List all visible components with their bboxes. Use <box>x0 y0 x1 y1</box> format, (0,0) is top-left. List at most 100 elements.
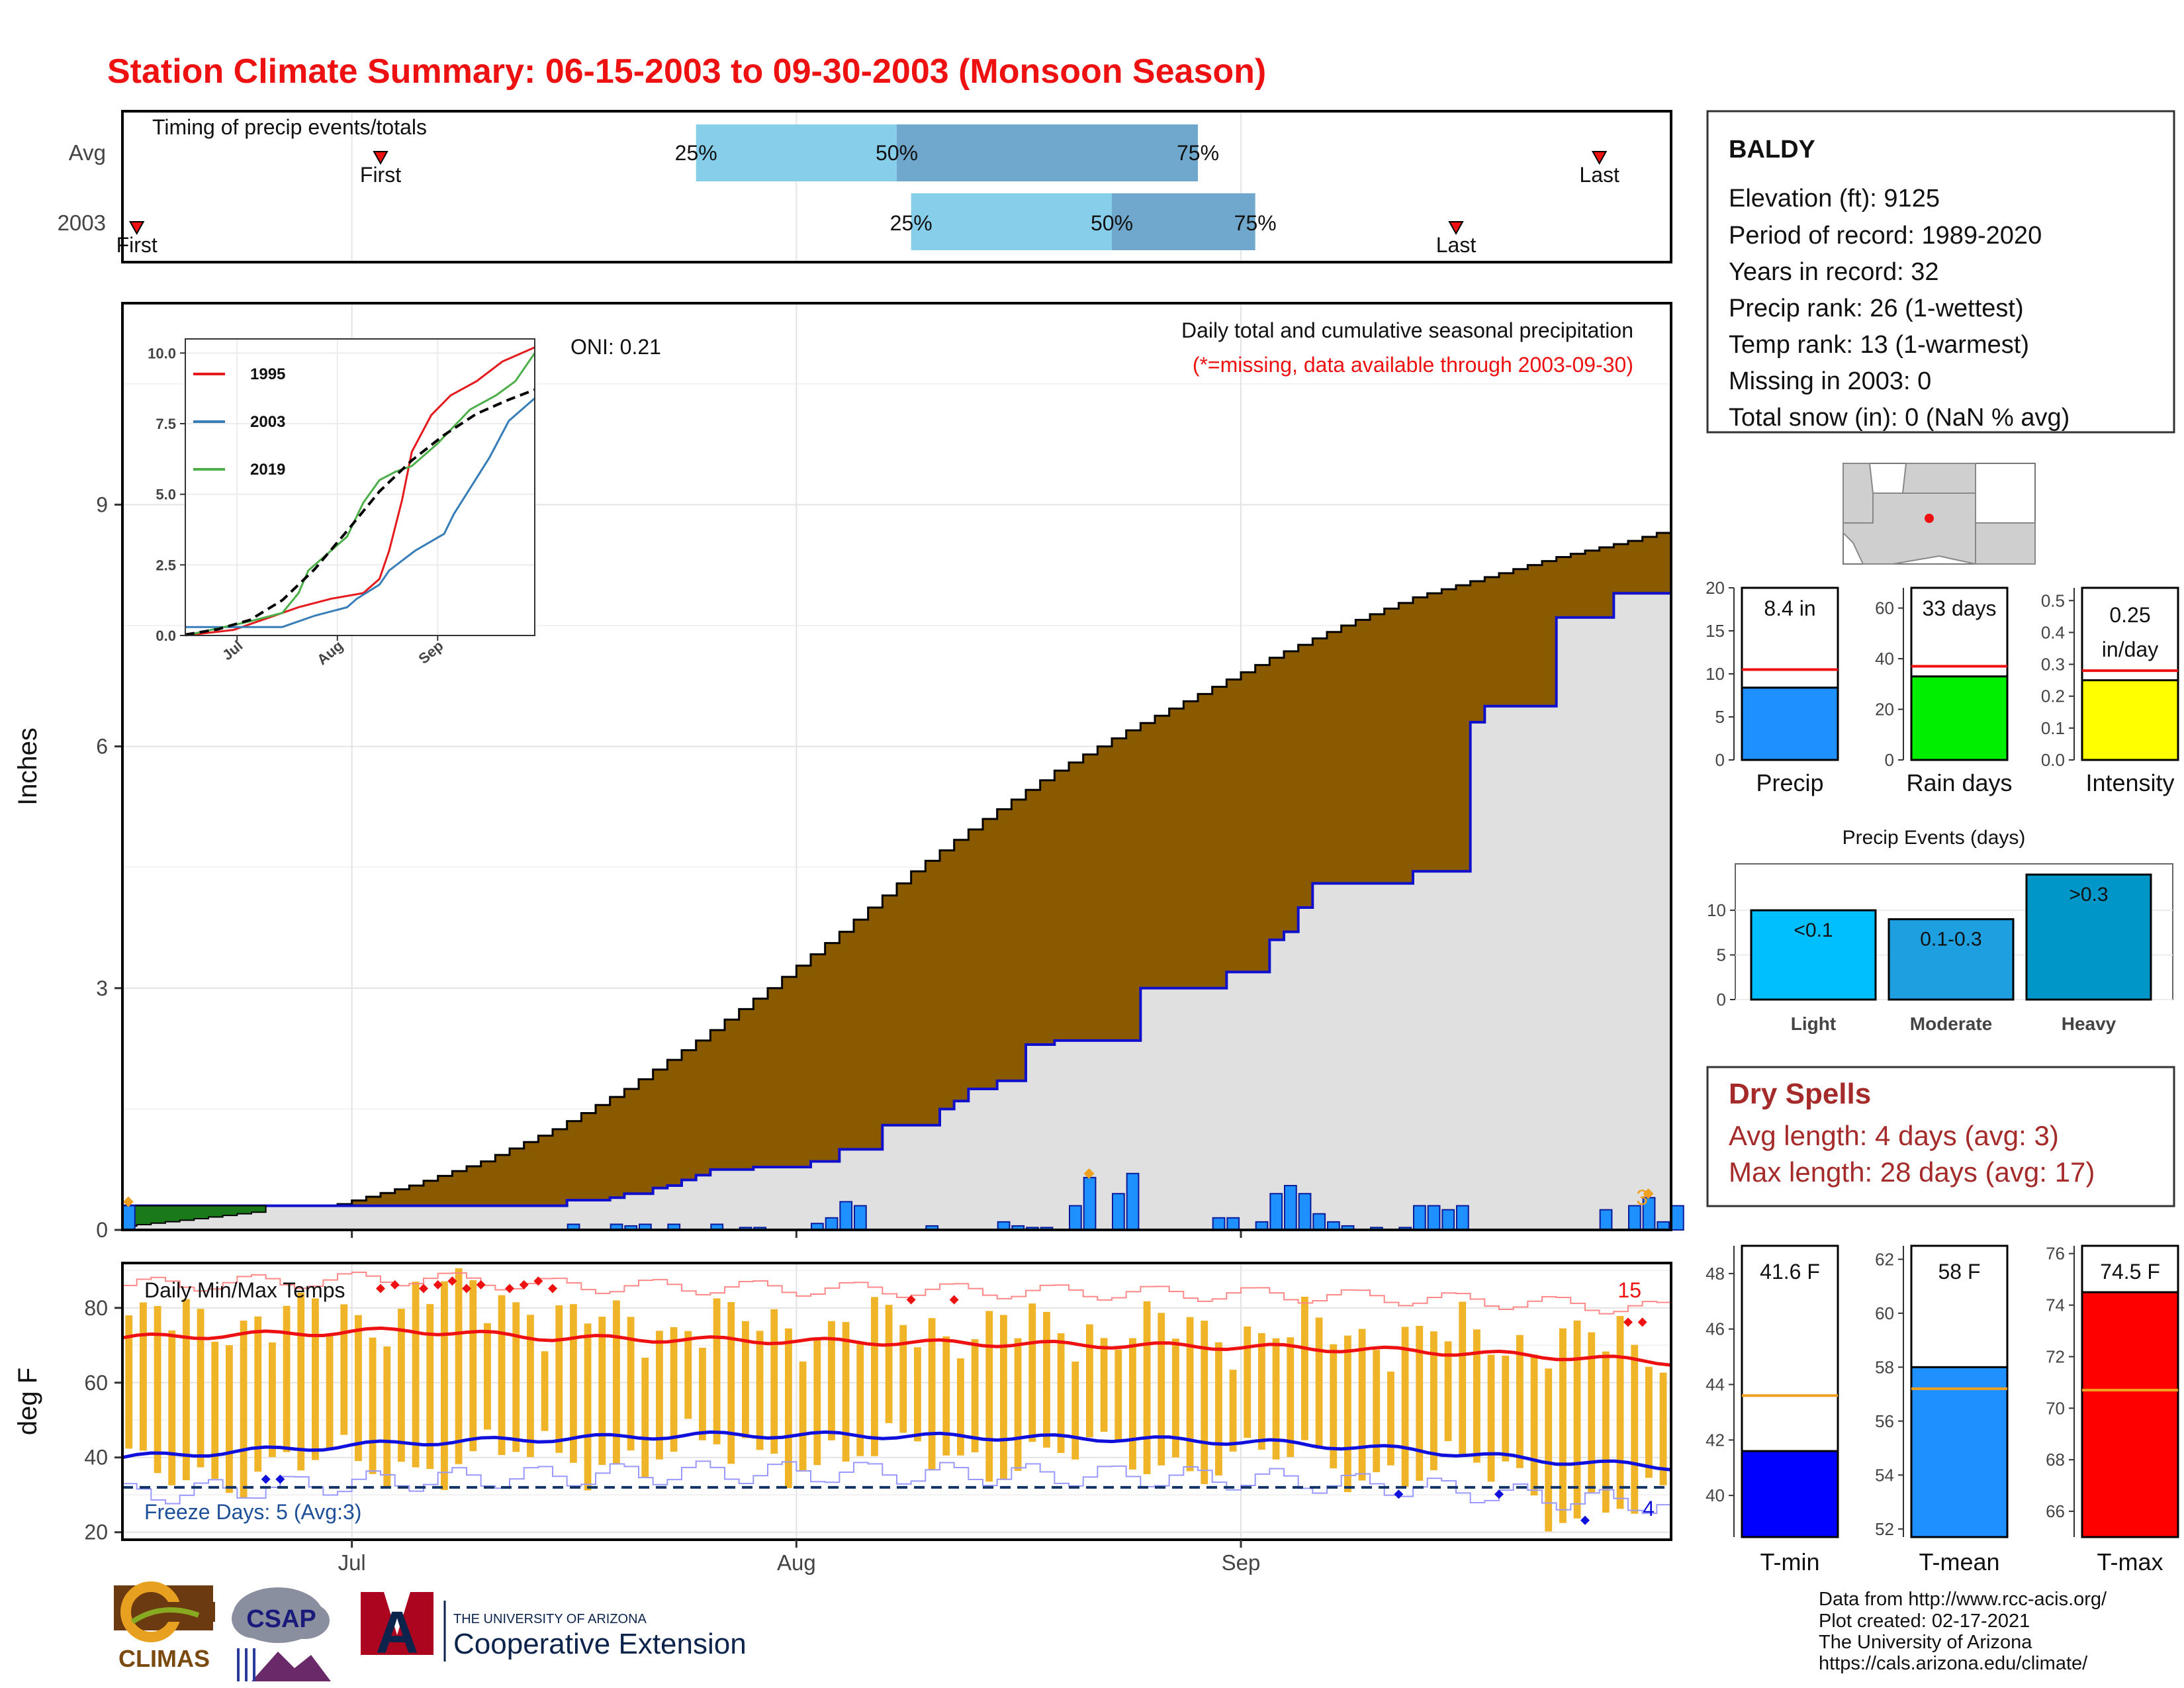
cold-day-marker <box>261 1474 271 1484</box>
daily-temp-bar <box>1358 1329 1366 1481</box>
credits: Data from http://www.rcc-acis.org/ Plot … <box>1819 1589 2107 1674</box>
credit-line-1: Data from http://www.rcc-acis.org/ <box>1819 1589 2107 1610</box>
mini-temp-category-label: T-max <box>2097 1548 2163 1575</box>
max-precip-marker <box>1083 1168 1095 1179</box>
inset-legend-label: 2003 <box>250 413 285 431</box>
hot-day-marker <box>390 1280 400 1289</box>
daily-temp-bar <box>1344 1335 1351 1493</box>
daily-temp-bar <box>469 1280 477 1452</box>
hot-day-marker <box>433 1280 443 1289</box>
mini-ytick-label: 20 <box>1706 578 1725 598</box>
daily-precip-bar <box>1126 1172 1140 1231</box>
daily-temp-bar <box>1201 1321 1208 1484</box>
daily-temp-bar <box>1143 1301 1151 1474</box>
csap-text: CSAP <box>246 1605 316 1633</box>
station-line-6: Missing in 2003: 0 <box>1729 367 1931 395</box>
daily-temp-bar <box>742 1321 749 1438</box>
daily-temp-bar <box>183 1299 190 1481</box>
daily-temp-bar <box>613 1300 620 1464</box>
mini-ytick-label: 76 <box>2046 1244 2065 1264</box>
cold-day-marker <box>1580 1515 1590 1525</box>
daily-temp-bar <box>1473 1329 1480 1463</box>
events-category-label: Heavy <box>2062 1013 2116 1034</box>
hot-day-marker <box>376 1284 385 1293</box>
timing-row-avg: Avg <box>69 140 106 165</box>
daily-temp-bar <box>1129 1338 1136 1470</box>
daily-temp-bar <box>484 1323 491 1430</box>
events-bar <box>1750 909 1877 1001</box>
inset-ytick-label: 7.5 <box>156 416 176 432</box>
mini-ytick-label: 66 <box>2046 1501 2065 1521</box>
events-category-label: Light <box>1791 1013 1836 1034</box>
daily-temp-bar <box>1645 1366 1653 1478</box>
daily-temp-bar <box>1315 1317 1323 1449</box>
daily-temp-bar <box>383 1346 391 1487</box>
daily-temp-bar <box>1086 1324 1093 1438</box>
mini-ytick-label: 0 <box>1885 750 1894 770</box>
ua-small-text: THE UNIVERSITY OF ARIZONA <box>453 1612 647 1626</box>
year-p75-label: 75% <box>1234 211 1277 235</box>
events-category-label: Moderate <box>1910 1013 1992 1034</box>
events-ytick-label: 0 <box>1717 990 1726 1009</box>
daily-temp-bar <box>1115 1349 1122 1442</box>
daily-temp-bar <box>1401 1327 1409 1487</box>
freeze-days: Freeze Days: 5 (Avg:3) <box>144 1500 361 1524</box>
avg-p75-label: 75% <box>1177 141 1219 165</box>
daily-temp-bar <box>1659 1372 1667 1485</box>
daily-temp-bar <box>555 1305 563 1453</box>
station-name: BALDY <box>1729 136 1815 164</box>
mini-ytick-label: 15 <box>1706 621 1725 641</box>
daily-temp-bar <box>885 1305 893 1423</box>
inset-line-2019 <box>185 352 536 637</box>
daily-temp-bar <box>1244 1326 1251 1438</box>
daily-precip-bar <box>1226 1217 1240 1231</box>
station-line-3: Years in record: 32 <box>1729 258 1939 286</box>
daily-temp-bar <box>656 1331 663 1460</box>
precip-summary-bars: 0 5 10 15 20 8.4 in Precip 0 20 40 60 33 days Rain d… <box>1706 578 2179 796</box>
daily-precip-bar <box>1427 1205 1441 1231</box>
inset-line-2003 <box>185 397 535 628</box>
precip-ytick-label: 3 <box>96 976 108 1000</box>
daily-temp-bar <box>1186 1317 1194 1472</box>
inset-legend-label: 1995 <box>250 365 285 383</box>
hot-day-marker <box>476 1280 486 1289</box>
hot-day-marker <box>462 1284 471 1293</box>
station-line-1: Elevation (ft): 9125 <box>1729 185 1940 212</box>
daily-temp-bar <box>326 1335 334 1451</box>
daily-temp-bar <box>914 1347 921 1442</box>
daily-temp-bar <box>498 1295 506 1456</box>
inset-ytick-label: 0.0 <box>156 628 176 644</box>
month-label: Jul <box>338 1550 366 1575</box>
mini-ytick-label: 0.0 <box>2041 750 2065 770</box>
mini-value-label: 0.25 <box>2109 603 2150 627</box>
cold-day-count: 4 <box>1643 1497 1655 1521</box>
daily-precip-bar <box>1083 1176 1097 1231</box>
hot-day-marker <box>1623 1317 1633 1327</box>
mini-value-label: 33 days <box>1922 596 1996 620</box>
daily-precip-bar <box>1112 1193 1125 1231</box>
daily-temp-bar <box>570 1304 577 1463</box>
avg-first-label: First <box>360 163 401 187</box>
inset-ytick-label: 2.5 <box>156 557 176 573</box>
hot-day-marker <box>419 1284 428 1293</box>
precip-ytick-label: 9 <box>96 492 108 516</box>
mini-ytick-label: 62 <box>1875 1249 1894 1269</box>
inset-ytick-label: 10.0 <box>148 345 176 361</box>
year-p50-label: 50% <box>1091 211 1133 235</box>
daily-temp-bar <box>211 1341 219 1479</box>
daily-temp-bar <box>283 1305 291 1452</box>
daily-temp-bar <box>971 1339 979 1452</box>
hot-day-marker <box>1637 1317 1647 1327</box>
daily-temp-bar <box>957 1358 964 1456</box>
daily-temp-bar <box>455 1268 463 1464</box>
daily-temp-bar <box>985 1311 993 1482</box>
mini-ytick-label: 0.2 <box>2041 686 2065 706</box>
locator-map <box>1843 463 2036 565</box>
mini-ytick-label: 48 <box>1706 1264 1725 1284</box>
ua-extension-logo: A THE UNIVERSITY OF ARIZONA Cooperative … <box>361 1592 747 1666</box>
credit-line-4: https://cals.arizona.edu/climate/ <box>1819 1653 2088 1674</box>
mini-ytick-label: 0.4 <box>2041 622 2065 642</box>
daily-temp-bar <box>1502 1355 1510 1462</box>
daily-temp-bar <box>340 1304 348 1435</box>
